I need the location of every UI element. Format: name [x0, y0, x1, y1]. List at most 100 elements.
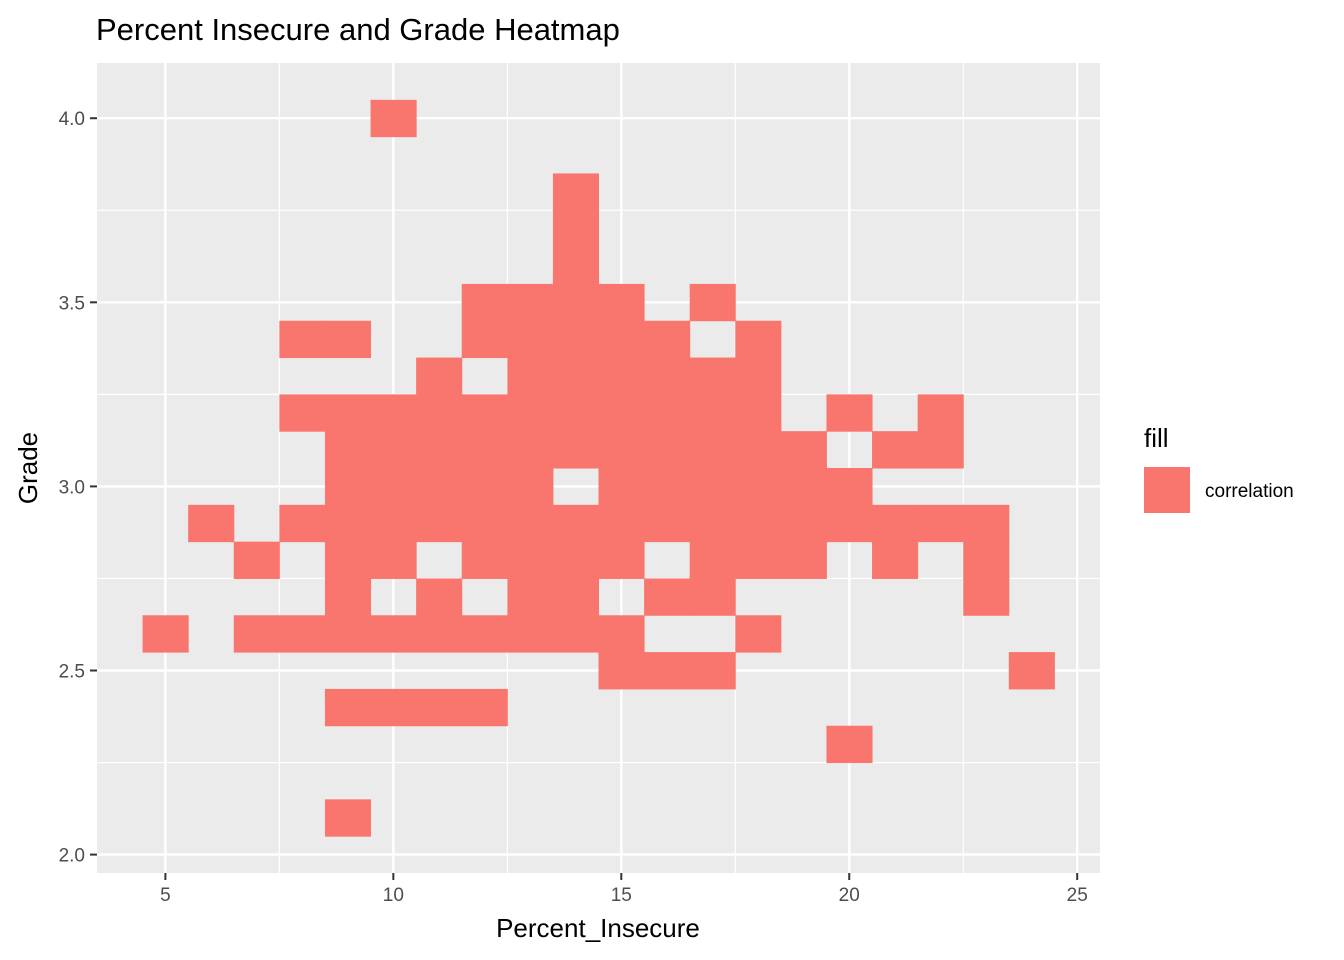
heatmap-tile — [598, 504, 645, 543]
heatmap-tile — [279, 320, 326, 359]
heatmap-tile — [507, 468, 554, 506]
heatmap-tile — [552, 173, 599, 211]
heatmap-tile — [598, 541, 645, 579]
heatmap-tile — [552, 210, 599, 248]
heatmap-tile — [689, 468, 736, 506]
heatmap-tile — [644, 320, 691, 359]
legend-label-correlation: correlation — [1205, 481, 1294, 502]
heatmap-tile — [324, 799, 372, 837]
heatmap-tile — [780, 468, 827, 506]
heatmap-tile — [233, 615, 280, 653]
heatmap-tile — [644, 394, 691, 432]
heatmap-tile — [233, 541, 280, 579]
heatmap-tile — [780, 431, 827, 469]
y-axis-title: Grade — [13, 432, 43, 504]
heatmap-tile — [644, 504, 691, 543]
heatmap-tile — [461, 688, 508, 727]
heatmap-tile — [324, 504, 372, 543]
heatmap-tile — [826, 468, 873, 506]
heatmap-tile — [644, 652, 691, 690]
x-tick-label: 15 — [611, 885, 632, 906]
heatmap-tile — [370, 99, 417, 138]
heatmap-tile — [507, 357, 554, 395]
heatmap-tile — [689, 394, 736, 432]
x-tick-label: 10 — [383, 885, 404, 906]
heatmap-tile — [507, 320, 554, 359]
legend-title: fill — [1144, 423, 1169, 453]
heatmap-tile — [279, 615, 326, 653]
heatmap-tile — [416, 688, 463, 727]
chart-title: Percent Insecure and Grade Heatmap — [96, 12, 620, 47]
heatmap-tile — [552, 357, 599, 395]
heatmap-tile — [917, 394, 964, 432]
heatmap-tile — [370, 504, 417, 543]
heatmap-tile — [872, 504, 919, 543]
heatmap-tile — [598, 320, 645, 359]
heatmap-tile — [324, 320, 372, 359]
heatmap-tile — [416, 504, 463, 543]
heatmap-tile — [598, 394, 645, 432]
heatmap-tile — [461, 320, 508, 359]
heatmap-tile — [872, 541, 919, 579]
heatmap-tile — [507, 431, 554, 469]
heatmap-tile — [370, 688, 417, 727]
heatmap-tile — [644, 468, 691, 506]
heatmap-tile — [507, 541, 554, 579]
heatmap-tile — [507, 283, 554, 322]
heatmap-tile — [552, 615, 599, 653]
heatmap-tile — [963, 504, 1010, 543]
heatmap-tile — [735, 615, 782, 653]
heatmap-tile — [689, 504, 736, 543]
heatmap-tiles — [142, 99, 1055, 837]
heatmap-tile — [416, 357, 463, 395]
heatmap-tile — [872, 431, 919, 469]
heatmap-tile — [1008, 652, 1055, 690]
y-tick-label: 3.5 — [59, 293, 85, 314]
heatmap-tile — [324, 394, 372, 432]
y-tick-label: 2.0 — [59, 846, 85, 867]
heatmap-tile — [416, 431, 463, 469]
heatmap-tile — [735, 431, 782, 469]
heatmap-tile — [552, 541, 599, 579]
y-tick-label: 3.0 — [59, 477, 85, 498]
heatmap-tile — [598, 431, 645, 469]
heatmap-tile — [507, 578, 554, 616]
heatmap-tile — [598, 357, 645, 395]
heatmap-tile — [780, 541, 827, 579]
heatmap-tile — [370, 615, 417, 653]
heatmap-tile — [507, 615, 554, 653]
heatmap-tile — [142, 615, 189, 653]
heatmap-tile — [735, 504, 782, 543]
heatmap-tile — [598, 283, 645, 322]
heatmap-tile — [917, 504, 964, 543]
heatmap-tile — [826, 504, 873, 543]
heatmap-tile — [461, 283, 508, 322]
heatmap-tile — [324, 468, 372, 506]
x-axis: 5 10 15 20 25 — [160, 873, 1088, 906]
heatmap-tile — [461, 394, 508, 432]
x-axis-title: Percent_Insecure — [496, 913, 700, 943]
heatmap-tile — [963, 541, 1010, 579]
heatmap-tile — [735, 357, 782, 395]
heatmap-tile — [735, 394, 782, 432]
heatmap-tile — [416, 615, 463, 653]
heatmap-tile — [552, 320, 599, 359]
heatmap-tile — [689, 431, 736, 469]
heatmap-tile — [324, 578, 372, 616]
heatmap-tile — [644, 431, 691, 469]
heatmap-tile — [324, 431, 372, 469]
heatmap-tile — [963, 578, 1010, 616]
heatmap-tile — [735, 320, 782, 359]
heatmap-tile — [188, 504, 235, 543]
heatmap-tile — [324, 615, 372, 653]
heatmap-tile — [780, 504, 827, 543]
heatmap-tile — [735, 541, 782, 579]
heatmap-tile — [552, 247, 599, 285]
heatmap-tile — [370, 431, 417, 469]
heatmap-tile — [689, 578, 736, 616]
heatmap-tile — [461, 615, 508, 653]
heatmap-tile — [279, 394, 326, 432]
y-tick-label: 2.5 — [59, 662, 85, 683]
heatmap-tile — [689, 357, 736, 395]
